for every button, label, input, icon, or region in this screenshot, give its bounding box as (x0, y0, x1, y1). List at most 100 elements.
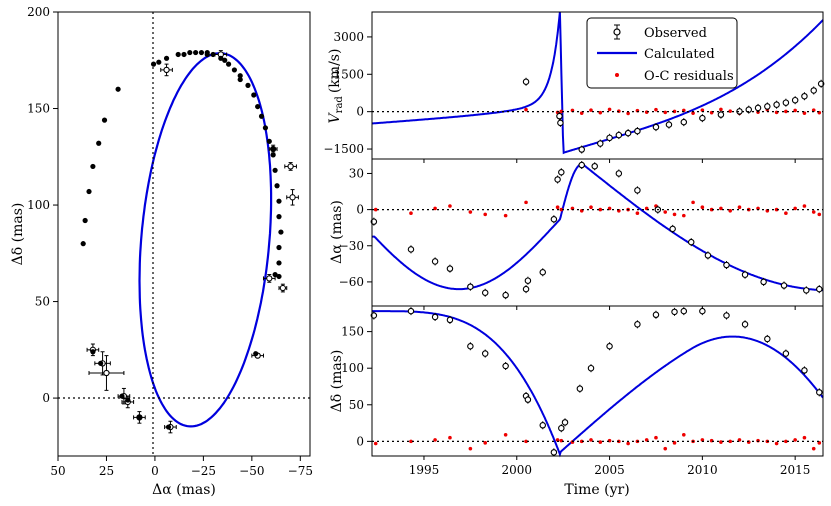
residual-point (635, 211, 640, 216)
legend: Observed Calculated O-C residuals (586, 17, 738, 89)
dec-y-axis-label: Δδ (mas) (329, 350, 345, 413)
observed-point (816, 285, 823, 294)
ra-time-plot: −60 −30 0 30 Δα (mas) (329, 158, 824, 310)
sky-observed-point (90, 163, 96, 170)
sky-observed-point (98, 360, 104, 366)
legend-residual-dot (615, 73, 619, 77)
observed-point (467, 342, 474, 351)
observed-point (370, 217, 378, 226)
residual-point (774, 207, 779, 212)
observed-point (810, 86, 817, 95)
y-tick-label: −1500 (323, 142, 364, 156)
observed-point (764, 102, 771, 111)
observed-point (550, 448, 558, 457)
residual-point (802, 204, 807, 208)
sky-observed-point (210, 51, 216, 58)
observed-point (556, 112, 563, 121)
sky-x-tick-label: −25 (191, 464, 216, 478)
x-tick-label: 2005 (594, 463, 625, 477)
x-tick-label: 2010 (687, 463, 718, 477)
legend-box (586, 17, 738, 89)
observed-point (699, 307, 706, 316)
sky-errorbar-point (284, 162, 297, 171)
sky-observed-point (245, 82, 251, 88)
observed-point (699, 114, 706, 123)
y-tick-label: 30 (349, 166, 364, 180)
sky-y-axis-label: Δδ (mas) (10, 203, 26, 266)
residual-point (559, 207, 564, 212)
observed-point (522, 77, 530, 86)
sky-errorbar-point (160, 63, 173, 77)
sky-observed-point (198, 49, 205, 56)
residual-point (682, 432, 686, 437)
residual-point (719, 440, 723, 444)
observed-point (606, 342, 613, 351)
x-tick-label: 2000 (501, 463, 532, 477)
observed-point (782, 349, 790, 358)
y-tick-label: 0 (356, 434, 364, 448)
ra-plot-frame (371, 158, 824, 307)
residual-point (468, 210, 473, 214)
sky-observed-point (272, 167, 278, 173)
residual-point (691, 200, 695, 205)
sky-observed-point (237, 76, 243, 83)
observed-point (591, 162, 598, 171)
sky-observed-point (258, 113, 265, 119)
observed-point (665, 120, 673, 129)
time-axis-label: Time (yr) (564, 482, 629, 498)
sky-observed-point (82, 217, 88, 224)
observed-point (558, 424, 565, 433)
sky-x-axis-label: Δα (mas) (152, 482, 216, 498)
sky-x-tick-label: 50 (50, 464, 65, 478)
observed-point (578, 145, 585, 154)
sky-observed-point (96, 140, 102, 146)
residual-point (672, 109, 677, 114)
observed-point (446, 264, 454, 273)
observed-point (615, 131, 623, 140)
residual-point (663, 110, 668, 115)
residual-point (626, 111, 630, 116)
residual-point (817, 212, 822, 217)
sky-y-tick-label: 200 (27, 5, 50, 19)
observed-point (791, 96, 799, 105)
sky-errorbar-point (286, 189, 299, 206)
observed-point (652, 310, 660, 319)
residual-point (719, 206, 723, 211)
observed-point (680, 307, 688, 316)
sky-observed-point (80, 241, 86, 247)
observed-point (558, 168, 565, 177)
sky-observed-point (251, 92, 257, 98)
residual-point (598, 207, 603, 212)
y-tick-label: 100 (341, 361, 364, 375)
sky-observed-point (86, 188, 92, 195)
observed-point (446, 315, 454, 324)
observed-point (773, 100, 780, 109)
y-tick-label: 50 (349, 398, 364, 412)
sky-errorbar-point (88, 355, 125, 391)
residual-point (663, 446, 668, 451)
observed-point (671, 307, 678, 316)
sky-observed-point (276, 198, 282, 204)
observed-point (817, 79, 825, 88)
residual-point (709, 207, 714, 212)
observed-point (554, 175, 561, 184)
observed-point (669, 224, 676, 233)
sky-observed-point (253, 351, 259, 357)
observed-point (524, 395, 532, 404)
calculated-curve (372, 310, 824, 458)
observed-point (652, 123, 660, 132)
residual-point (524, 200, 528, 205)
observed-point (407, 245, 415, 254)
observed-point (801, 366, 808, 375)
residual-point (672, 212, 677, 217)
radial-velocity-plot: −1500 0 1500 3000 Vrad(km/s) (323, 11, 825, 163)
residual-point (409, 211, 413, 216)
residual-point (589, 205, 593, 209)
sky-observed-point (181, 51, 187, 58)
sky-observed-point (255, 103, 261, 110)
residual-point (654, 435, 658, 440)
observed-point (370, 311, 378, 320)
residual-point (409, 439, 413, 444)
legend-observed-marker (613, 24, 621, 40)
